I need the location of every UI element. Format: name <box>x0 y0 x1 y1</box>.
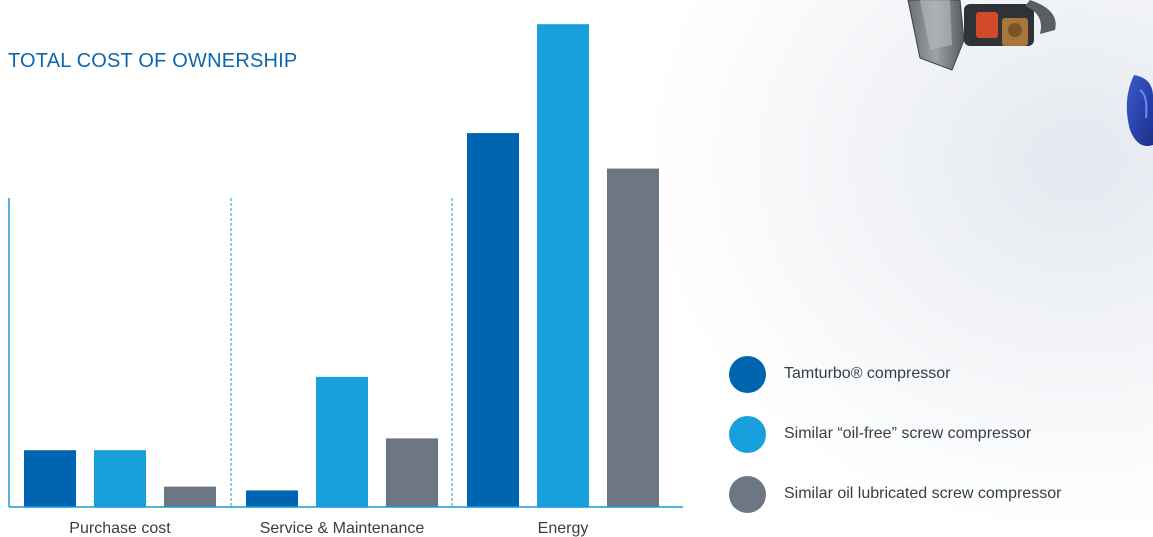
background-gradient <box>640 0 1153 537</box>
legend-label-1: Tamturbo® compressor <box>784 365 951 382</box>
chart-title: TOTAL COST OF OWNERSHIP <box>8 50 298 72</box>
bar-2-series-1 <box>246 490 298 507</box>
legend-label-3: Similar oil lubricated screw compressor <box>784 485 1062 502</box>
bar-3-series-2 <box>537 24 589 507</box>
category-label-1: Purchase cost <box>69 520 171 537</box>
legend-item-1: Tamturbo® compressor <box>729 355 951 393</box>
legend-label-2: Similar “oil-free” screw compressor <box>784 425 1032 442</box>
category-label-2: Service & Maintenance <box>260 520 425 537</box>
bar-1-series-3 <box>164 486 216 507</box>
bar-1-series-2 <box>94 450 146 507</box>
bar-chart: Purchase cost Service & Maintenance Energy <box>8 24 683 537</box>
legend-swatch-3 <box>729 475 766 513</box>
bar-2-series-3 <box>386 438 438 507</box>
legend-item-2: Similar “oil-free” screw compressor <box>729 415 1031 453</box>
bars-layer <box>24 24 659 508</box>
compressor-product-image <box>907 0 1153 146</box>
category-labels: Purchase cost Service & Maintenance Energy <box>69 520 588 537</box>
bar-1-series-1 <box>24 450 76 507</box>
bar-2-series-2 <box>316 376 368 507</box>
legend-item-3: Similar oil lubricated screw compressor <box>729 475 1061 513</box>
group-dividers <box>230 198 453 507</box>
legend-swatch-1 <box>729 355 766 393</box>
bar-3-series-3 <box>607 168 659 508</box>
category-label-3: Energy <box>538 520 589 537</box>
bar-3-series-1 <box>467 133 519 508</box>
legend-swatch-2 <box>729 415 766 453</box>
